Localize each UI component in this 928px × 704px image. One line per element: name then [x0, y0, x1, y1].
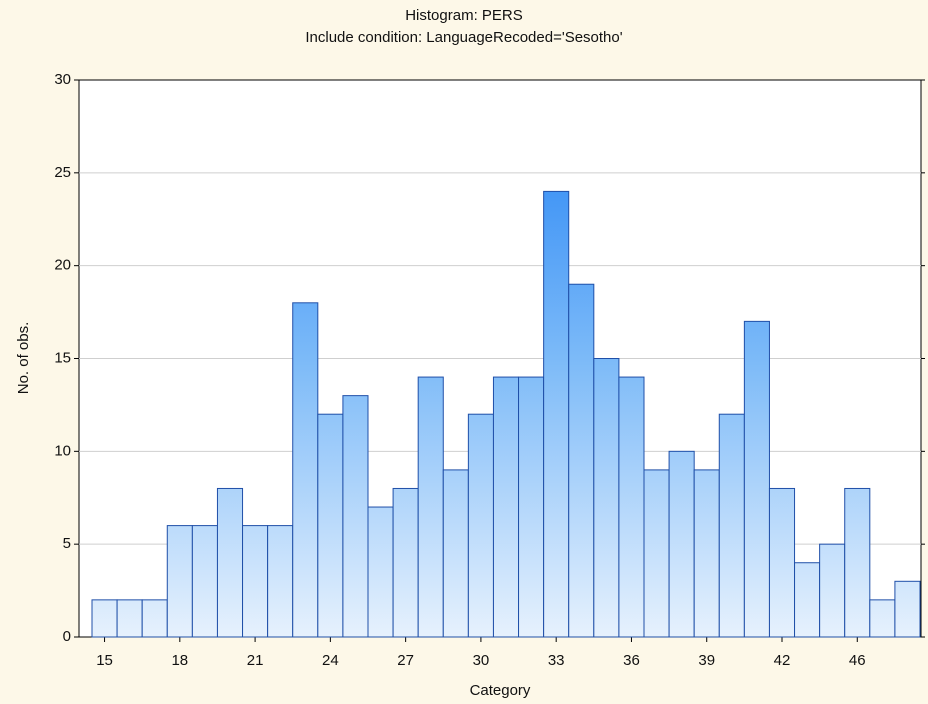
x-axis-label: Category — [470, 682, 531, 699]
bar — [242, 525, 269, 638]
bar — [392, 487, 419, 638]
bar — [166, 525, 193, 638]
y-tick-label: 5 — [63, 535, 71, 552]
bar — [91, 599, 118, 638]
bar — [869, 599, 896, 638]
y-tick-label: 30 — [54, 71, 71, 88]
bar — [367, 506, 394, 638]
bar — [794, 562, 821, 638]
bar — [116, 599, 143, 638]
bar — [342, 395, 369, 638]
bar — [819, 543, 846, 638]
bar — [618, 376, 645, 638]
x-tick-label: 24 — [322, 652, 339, 669]
bar — [593, 358, 620, 638]
bar — [292, 302, 319, 638]
bar — [317, 413, 344, 638]
bar — [844, 487, 871, 638]
bar — [568, 283, 595, 638]
x-tick-label: 46 — [849, 652, 866, 669]
x-tick-label: 30 — [473, 652, 490, 669]
x-tick-label: 39 — [698, 652, 715, 669]
chart-title: Histogram: PERS — [405, 7, 523, 24]
bar — [768, 487, 796, 638]
y-tick-label: 15 — [54, 349, 71, 366]
bar — [693, 469, 720, 638]
bar — [267, 525, 294, 638]
bar — [442, 469, 469, 638]
bar — [743, 320, 770, 638]
bar — [894, 580, 921, 638]
y-tick-label: 25 — [54, 164, 71, 181]
bar — [191, 525, 218, 638]
bar — [643, 469, 670, 638]
x-tick-label: 21 — [247, 652, 264, 669]
x-tick-label: 33 — [548, 652, 565, 669]
bar — [467, 413, 494, 638]
bar — [216, 487, 244, 638]
bar — [718, 413, 745, 638]
bar — [417, 376, 444, 638]
bar — [543, 190, 570, 638]
y-tick-label: 0 — [63, 628, 71, 645]
x-tick-label: 27 — [397, 652, 414, 669]
x-tick-label: 15 — [96, 652, 113, 669]
bar — [141, 599, 168, 638]
bar — [668, 450, 695, 638]
x-tick-label: 18 — [171, 652, 188, 669]
chart-subtitle: Include condition: LanguageRecoded='Seso… — [305, 29, 622, 46]
y-axis-label: No. of obs. — [15, 322, 32, 395]
y-tick-label: 10 — [54, 442, 71, 459]
bar — [518, 376, 545, 638]
bar — [492, 376, 520, 638]
x-tick-label: 42 — [774, 652, 791, 669]
y-tick-label: 20 — [54, 257, 71, 274]
x-tick-label: 36 — [623, 652, 640, 669]
